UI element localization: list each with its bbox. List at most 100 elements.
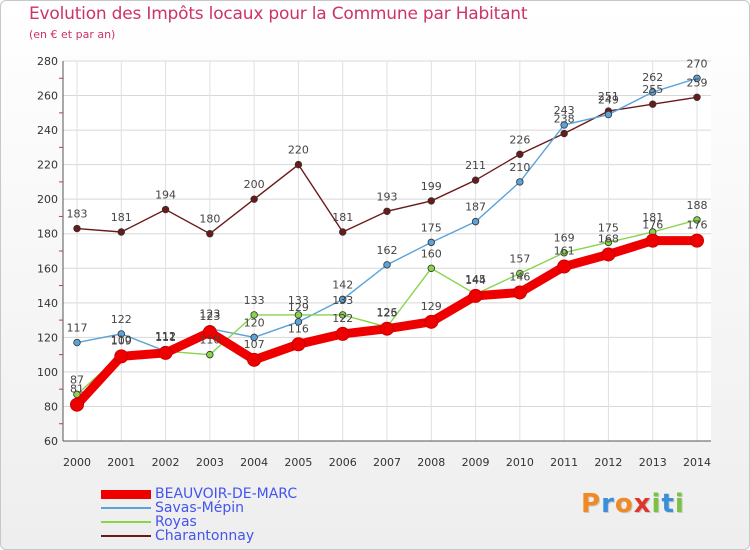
data-point: [604, 110, 613, 119]
legend-item: Royas: [101, 514, 321, 530]
data-point: [70, 397, 84, 412]
data-label: 176: [642, 219, 663, 232]
y-tick-label: 100: [37, 366, 58, 379]
data-point: [339, 228, 347, 236]
data-point: [645, 233, 660, 248]
y-tick-label: 200: [37, 193, 58, 206]
data-point: [117, 330, 125, 338]
logo-letter: x: [633, 489, 652, 519]
data-label: 243: [554, 104, 575, 117]
y-tick-label: 180: [37, 228, 58, 241]
data-label: 160: [421, 247, 442, 260]
legend-swatch: [101, 521, 151, 523]
y-tick-label: 160: [37, 262, 58, 275]
data-label: 122: [111, 313, 132, 326]
legend-item: BEAUVOIR-DE-MARC: [101, 486, 321, 502]
data-point: [335, 326, 350, 341]
data-label: 187: [465, 201, 486, 214]
data-label: 194: [155, 189, 176, 202]
data-point: [161, 205, 170, 214]
data-label: 133: [332, 294, 353, 307]
data-point: [250, 195, 258, 203]
chart-title: Evolution des Impôts locaux pour la Comm…: [29, 4, 528, 24]
data-label: 210: [509, 161, 530, 174]
data-point: [471, 176, 480, 184]
data-label: 123: [199, 308, 220, 321]
data-label: 181: [111, 211, 132, 224]
legend-swatch: [101, 535, 151, 537]
data-point: [557, 259, 572, 274]
data-point: [383, 261, 391, 269]
data-label: 168: [598, 232, 619, 245]
data-label: 122: [332, 312, 353, 325]
data-label: 193: [377, 190, 398, 203]
data-label: 111: [155, 331, 176, 344]
x-tick-label: 2012: [594, 456, 622, 469]
x-tick-label: 2013: [639, 456, 667, 469]
data-label: 188: [687, 199, 708, 212]
y-tick-label: 140: [37, 297, 58, 310]
data-label: 175: [598, 221, 619, 234]
data-label: 117: [67, 322, 88, 335]
x-tick-label: 2005: [284, 456, 312, 469]
data-label: 251: [598, 90, 619, 103]
data-label: 249: [598, 94, 619, 107]
x-tick-label: 2008: [417, 456, 445, 469]
legend-swatch: [101, 507, 151, 509]
x-tick-label: 2001: [107, 456, 135, 469]
data-label: 262: [642, 71, 663, 84]
x-tick-label: 2010: [506, 456, 534, 469]
data-label: 126: [377, 306, 398, 319]
data-label: 238: [554, 113, 575, 126]
data-label: 255: [642, 83, 663, 96]
data-point: [247, 352, 262, 367]
legend-label: Charantonnay: [155, 528, 255, 544]
data-label: 129: [288, 301, 309, 314]
data-point: [516, 150, 524, 158]
x-tick-label: 2011: [550, 456, 578, 469]
data-point: [250, 333, 258, 342]
data-label: 157: [509, 252, 530, 265]
data-label: 144: [465, 274, 486, 287]
data-label: 200: [244, 178, 265, 191]
x-tick-label: 2000: [63, 456, 91, 469]
data-label: 116: [288, 322, 309, 335]
data-label: 142: [332, 278, 353, 291]
data-point: [427, 197, 435, 205]
axes: 60 80 100 120 140 160 180 200 220 240 260 280 2000 20…: [37, 55, 711, 469]
data-label: 112: [155, 330, 176, 343]
y-tick-label: 80: [44, 400, 58, 413]
data-point: [690, 233, 704, 248]
x-tick-label: 2002: [152, 456, 180, 469]
legend-label: Royas: [155, 514, 197, 530]
logo-letter: r: [601, 489, 615, 519]
data-label: 87: [70, 373, 84, 386]
data-point: [468, 288, 483, 303]
y-tick-label: 240: [37, 124, 58, 137]
data-label: 181: [332, 211, 353, 224]
data-point: [73, 390, 81, 399]
data-point: [114, 349, 129, 364]
y-tick-label: 260: [37, 90, 58, 103]
data-point: [206, 350, 214, 359]
data-label: 183: [67, 208, 88, 221]
data-point: [512, 285, 527, 300]
data-point: [516, 269, 524, 278]
data-label: 112: [155, 330, 176, 343]
y-tick-label: 220: [37, 159, 58, 172]
proxiti-logo: Proxiti: [581, 489, 685, 519]
data-label: 162: [377, 244, 398, 257]
data-point: [117, 228, 125, 236]
data-label: 110: [199, 334, 220, 347]
data-point: [693, 74, 701, 82]
x-tick-label: 2014: [683, 456, 711, 469]
data-point: [202, 325, 217, 340]
data-label: 123: [199, 310, 220, 323]
logo-letter: i: [674, 489, 685, 519]
data-label: 180: [199, 213, 220, 226]
y-tick-label: 120: [37, 331, 58, 344]
data-label: 107: [244, 338, 265, 351]
x-tick-label: 2009: [462, 456, 490, 469]
y-tick-label: 280: [37, 55, 58, 68]
